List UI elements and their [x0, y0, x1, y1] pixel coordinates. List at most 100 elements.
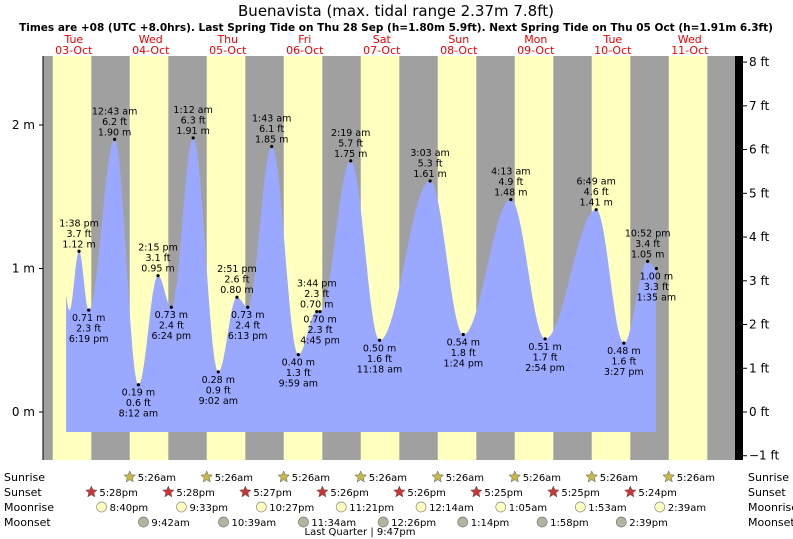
extreme-label: 0.28 m [202, 375, 235, 386]
extreme-label: 2.3 ft [308, 325, 333, 336]
moonrise-time: 11:21pm [349, 503, 394, 514]
extreme-label: 5.3 ft [418, 158, 443, 169]
sunrise-time: 5:26am [523, 473, 561, 484]
day-of-week: Tue [602, 33, 622, 46]
moon-phase: Last Quarter | 9:47pm [305, 527, 416, 538]
extreme-label: 4.6 ft [584, 187, 609, 198]
day-of-week: Thu [216, 33, 238, 46]
extreme-label: 0.19 m [122, 388, 155, 399]
sunrise-icon [508, 470, 522, 483]
day-of-week: Wed [678, 33, 702, 46]
left-tick-label: 2 m [12, 118, 35, 132]
extreme-label: 0.48 m [607, 346, 640, 357]
moonrise-icon [96, 501, 107, 513]
right-tick-label: 7 ft [749, 99, 769, 113]
extreme-label: 6.1 ft [259, 124, 284, 135]
extreme-label: 3:27 pm [604, 367, 644, 378]
extreme-point [216, 370, 220, 374]
moonrise-icon [495, 501, 507, 513]
sunrise-time: 5:26am [138, 473, 176, 484]
sunrise-time: 5:26am [446, 473, 484, 484]
right-tick-label: −1 ft [749, 449, 780, 463]
extreme-label: 0.50 m [363, 343, 396, 354]
extreme-label: 1.90 m [98, 127, 131, 138]
sunset-icon [546, 485, 560, 498]
extreme-label: 2.4 ft [159, 321, 184, 332]
right-tick-label: 1 ft [749, 361, 769, 375]
extreme-label: 3.4 ft [635, 239, 660, 250]
sunset-time: 5:26pm [407, 488, 446, 499]
extreme-point [461, 332, 465, 337]
extreme-point [156, 274, 160, 278]
moonrise-time: 9:33pm [189, 503, 228, 514]
sunset-icon [84, 485, 98, 498]
day-date: 04-Oct [132, 44, 170, 57]
extreme-label: 1:35 am [637, 293, 676, 304]
right-tick-label: 5 ft [749, 186, 769, 200]
extreme-label: 1.12 m [62, 239, 95, 250]
sunset-icon [161, 485, 175, 498]
extreme-label: 0.80 m [220, 285, 253, 296]
extreme-label: 3:03 am [410, 148, 449, 159]
day-date: 07-Oct [363, 44, 401, 57]
extreme-label: 1.75 m [334, 149, 367, 160]
extreme-point [315, 309, 319, 314]
moonset-icon [138, 516, 149, 528]
extreme-label: 12:43 am [92, 106, 137, 117]
sunset-time: 5:26pm [330, 488, 369, 499]
right-tick-label: 3 ft [749, 274, 769, 288]
row-label-left: Moonset [4, 516, 51, 529]
extreme-label: 0.71 m [72, 313, 105, 324]
moonrise-time: 10:27pm [269, 503, 314, 514]
extreme-label: 0.51 m [528, 342, 561, 353]
extreme-label: 2:19 am [331, 128, 370, 139]
sunrise-time: 5:26am [215, 473, 253, 484]
moonset-icon [536, 516, 548, 528]
moonrise-icon [176, 501, 187, 513]
day-of-week: Sat [373, 33, 392, 46]
sunrise-icon [354, 470, 368, 483]
extreme-label: 0.73 m [155, 310, 188, 321]
row-label-right: Sunset [748, 486, 786, 499]
moonset-time: 1:14pm [471, 518, 510, 529]
sunrise-icon [123, 470, 137, 483]
extreme-label: 1.00 m [640, 272, 673, 283]
extreme-label: 1:24 pm [443, 359, 483, 370]
moonset-time: 1:58pm [550, 518, 589, 529]
chart-title: Buenavista (max. tidal range 2.37m 7.8ft… [238, 2, 554, 20]
extreme-label: 10:52 pm [625, 228, 671, 239]
extreme-label: 4:13 am [491, 167, 530, 178]
sunset-time: 5:27pm [253, 488, 292, 499]
day-date: 10-Oct [594, 44, 632, 57]
right-axis-bar [735, 56, 743, 460]
extreme-label: 2.3 ft [76, 324, 101, 335]
moonset-icon [298, 516, 309, 528]
day-date: 11-Oct [671, 44, 709, 57]
extreme-label: 0.40 m [282, 358, 315, 369]
row-label-right: Moonrise [748, 501, 793, 514]
day-of-week: Mon [524, 33, 547, 46]
moonset-time: 10:39am [231, 518, 276, 529]
extreme-labels: 1:38 pm3.7 ft1.12 m0.71 m2.3 ft6:19 pm12… [59, 105, 676, 420]
extreme-point [509, 198, 513, 202]
right-tick-label: 2 ft [749, 318, 769, 332]
moonset-icon [457, 516, 469, 528]
extreme-point [77, 249, 81, 253]
extreme-point [428, 179, 432, 183]
tide-height-area [66, 137, 656, 432]
day-headers: Tue03-OctWed04-OctThu05-OctFri06-OctSat0… [55, 33, 709, 57]
extreme-label: 9:59 am [279, 379, 318, 390]
sun-moon-table: Sunrise Sunrise Sunset Sunset Moonrise Moonri… [4, 470, 793, 538]
sunrise-time: 5:26am [369, 473, 407, 484]
right-tick-label: 8 ft [749, 55, 769, 69]
extreme-label: 2:51 pm [217, 264, 257, 275]
extreme-label: 0.95 m [141, 264, 174, 275]
extreme-point [270, 144, 274, 149]
extreme-point [654, 266, 658, 271]
extreme-point [246, 305, 250, 309]
extreme-label: 1:12 am [173, 105, 212, 116]
extreme-label: 2:15 pm [138, 243, 178, 254]
left-tick-label: 1 m [12, 262, 35, 276]
sunrise-time: 5:26am [600, 473, 638, 484]
